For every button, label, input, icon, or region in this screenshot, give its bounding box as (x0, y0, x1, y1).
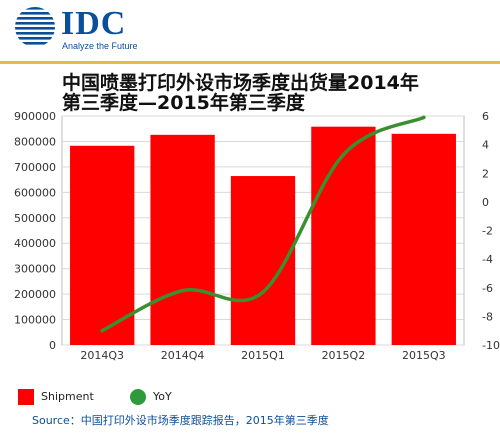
yoy-point-2015Q3 (422, 115, 426, 120)
yoy-point-2014Q4 (180, 288, 185, 293)
y-left-tick-label: 200000 (14, 288, 56, 301)
x-tick-label: 2015Q3 (402, 349, 446, 362)
bar-2014Q4 (150, 134, 215, 345)
yoy-point-2014Q3 (100, 328, 104, 333)
yoy-point-2015Q1 (261, 290, 265, 294)
y-right-tick-label: -2 (482, 225, 493, 238)
x-tick-label: 2015Q1 (241, 349, 285, 362)
y-right-tick-label: -6 (482, 282, 493, 295)
y-left-tick-label: 500000 (14, 212, 56, 225)
y-right-tick-label: 4 (482, 139, 489, 152)
y-left-tick-label: 100000 (14, 314, 56, 327)
bar-2014Q3 (70, 145, 135, 345)
legend-label-shipment: Shipment (41, 390, 94, 403)
y-right-tick-label: -10 (482, 339, 500, 352)
y-left-tick-label: 400000 (14, 237, 56, 250)
y-left-tick-label: 600000 (14, 186, 56, 199)
x-tick-label: 2015Q2 (322, 349, 366, 362)
y-right-tick-label: 6 (482, 110, 489, 123)
yoy-point-2015Q2 (341, 152, 346, 157)
x-tick-label: 2014Q4 (161, 349, 205, 362)
y-right-tick-label: -4 (482, 253, 493, 266)
bar-2015Q3 (391, 133, 456, 345)
legend-swatch-yoy (130, 389, 146, 405)
logo-text: IDC (61, 5, 127, 42)
y-right-tick-label: 0 (482, 196, 489, 209)
header-divider (0, 61, 500, 64)
y-left-tick-label: 900000 (14, 110, 56, 123)
y-right-tick-label: 2 (482, 167, 489, 180)
y-left-tick-label: 0 (49, 339, 56, 352)
logo-tagline: Analyze the Future (62, 41, 138, 51)
x-tick-label: 2014Q3 (80, 349, 124, 362)
source-note: Source：中国打印外设市场季度跟踪报告，2015年第三季度 (32, 414, 329, 427)
legend-label-yoy: YoY (153, 390, 172, 403)
chart-title: 中国喷墨打印外设市场季度出货量2014年第三季度—2015年第三季度 (62, 72, 419, 114)
header: IDC Analyze the Future (0, 0, 500, 62)
y-left-tick-label: 300000 (14, 263, 56, 276)
bar-2015Q2 (311, 126, 376, 345)
globe-icon (15, 7, 55, 45)
y-left-tick-label: 800000 (14, 135, 56, 148)
y-right-tick-label: -8 (482, 310, 493, 323)
legend-swatch-shipment (18, 389, 34, 405)
y-left-tick-label: 700000 (14, 161, 56, 174)
